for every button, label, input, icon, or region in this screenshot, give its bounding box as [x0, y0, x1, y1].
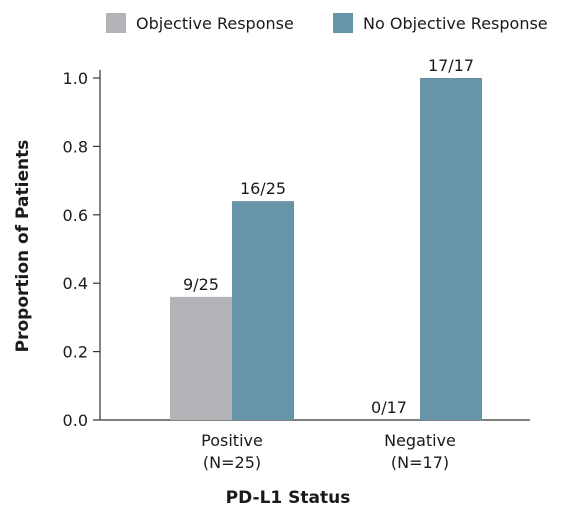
- y-tick-label: 0.6: [63, 206, 88, 225]
- y-tick-label: 0.0: [63, 411, 88, 430]
- legend-label-no-objective-response: No Objective Response: [363, 14, 548, 33]
- bar-data-label: 9/25: [183, 275, 219, 294]
- bar-data-label: 0/17: [371, 398, 407, 417]
- data-labels: 9/25 16/25 0/17 17/17: [183, 56, 474, 417]
- y-tick-label: 0.2: [63, 343, 88, 362]
- x-tick-sublabel: (N=17): [391, 453, 449, 472]
- bar-data-label: 17/17: [428, 56, 474, 75]
- legend-swatch-no-objective-response: [333, 13, 353, 33]
- y-axis-title: Proportion of Patients: [13, 140, 33, 353]
- x-axis-title: PD-L1 Status: [226, 488, 351, 508]
- legend-label-objective-response: Objective Response: [136, 14, 294, 33]
- bar-data-label: 16/25: [240, 179, 286, 198]
- bar-negative-no-objective-response: [420, 78, 482, 420]
- x-tick-labels: Positive (N=25) Negative (N=17): [201, 431, 456, 472]
- bar-positive-objective-response: [170, 296, 232, 420]
- y-axis: 0.0 0.2 0.4 0.6 0.8 1.0: [63, 69, 101, 430]
- legend-swatch-objective-response: [106, 13, 126, 33]
- y-tick-label: 0.8: [63, 137, 88, 156]
- x-tick-label: Negative: [384, 431, 456, 450]
- y-tick-label: 0.4: [63, 274, 88, 293]
- bars: [170, 78, 482, 420]
- x-tick-label: Positive: [201, 431, 263, 450]
- bar-positive-no-objective-response: [232, 201, 294, 420]
- legend: Objective Response No Objective Response: [106, 13, 548, 33]
- y-tick-label: 1.0: [63, 69, 88, 88]
- x-tick-sublabel: (N=25): [203, 453, 261, 472]
